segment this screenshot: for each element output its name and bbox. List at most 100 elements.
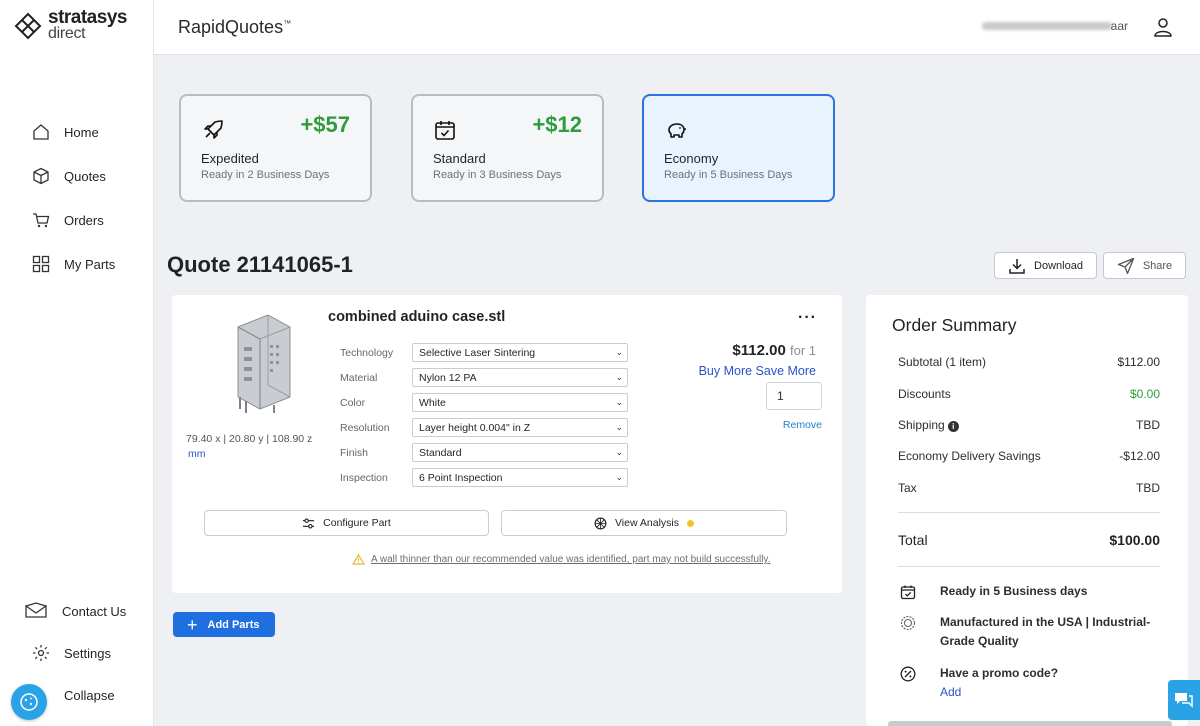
download-icon xyxy=(1009,258,1025,274)
remove-link[interactable]: Remove xyxy=(782,419,822,431)
order-summary: Order Summary Subtotal (1 item) $112.00 D… xyxy=(866,295,1188,726)
price-value: $112.00 xyxy=(732,342,786,359)
discount-icon xyxy=(900,666,916,682)
select-value: Standard xyxy=(419,446,462,459)
warning-icon xyxy=(352,554,365,565)
summary-row-shipping: Shipping i TBD xyxy=(898,418,1160,432)
manufactured-text: Manufactured in the USA | Industrial-Gra… xyxy=(940,615,1151,648)
sidebar-item-quotes[interactable]: Quotes xyxy=(0,154,154,198)
spec-finish: Finish Standard ⌄ xyxy=(340,443,628,462)
sidebar-item-label: Orders xyxy=(64,212,104,228)
select-value: Layer height 0.004" in Z xyxy=(419,421,531,434)
warning-dot xyxy=(687,519,694,527)
summary-divider xyxy=(898,566,1160,567)
select-value: 6 Point Inspection xyxy=(419,471,503,484)
delivery-option-economy[interactable]: Economy Ready in 5 Business Days xyxy=(642,94,835,202)
total-label: Total xyxy=(898,532,928,548)
order-summary-title: Order Summary xyxy=(892,315,1017,335)
sidebar-item-label: My Parts xyxy=(64,256,116,272)
user-name: aar xyxy=(1110,19,1128,33)
sidebar-item-label: Contact Us xyxy=(62,603,127,619)
material-select[interactable]: Nylon 12 PA ⌄ xyxy=(412,368,628,387)
user-icon[interactable] xyxy=(1152,16,1174,38)
spec-label: Technology xyxy=(340,346,394,359)
share-button[interactable]: Share xyxy=(1103,252,1186,279)
part-dimensions-value: 79.40 x | 20.80 y | 108.90 z xyxy=(186,433,313,445)
top-bar: RapidQuotes™ aar xyxy=(154,0,1200,55)
info-icon[interactable]: i xyxy=(947,421,959,432)
home-icon xyxy=(33,124,49,140)
warning-text: A wall thinner than our recommended valu… xyxy=(371,554,771,565)
configure-part-button[interactable]: Configure Part xyxy=(204,510,489,536)
delivery-option-expedited[interactable]: +$57 Expedited Ready in 2 Business Days xyxy=(179,94,372,202)
mail-icon xyxy=(25,602,47,618)
sidebar-nav: Home Quotes Orders My Parts xyxy=(0,110,154,286)
delivery-subtitle: Ready in 5 Business Days xyxy=(664,169,793,181)
shipping-label: Shipping xyxy=(898,418,945,432)
price-for: for 1 xyxy=(789,343,816,358)
promo-code: Have a promo code? Add xyxy=(900,664,1058,702)
resolution-select[interactable]: Layer height 0.004" in Z ⌄ xyxy=(412,418,628,437)
more-options-icon[interactable]: ··· xyxy=(798,309,817,326)
chevron-down-icon: ⌄ xyxy=(615,447,623,457)
app-brand-text: RapidQuotes xyxy=(178,17,284,37)
buy-more-link[interactable]: Buy More Save More xyxy=(698,364,816,378)
app-brand[interactable]: RapidQuotes™ xyxy=(178,17,291,38)
add-parts-label: Add Parts xyxy=(207,618,260,631)
add-parts-button[interactable]: + Add Parts xyxy=(173,612,275,637)
quantity-input[interactable]: 1 xyxy=(766,382,822,410)
sidebar-item-label: Settings xyxy=(64,645,111,661)
rocket-icon xyxy=(204,120,223,139)
checkout-bar[interactable] xyxy=(888,721,1172,726)
download-button[interactable]: Download xyxy=(994,252,1097,279)
summary-value: TBD xyxy=(1136,481,1160,495)
promo-add-link[interactable]: Add xyxy=(940,685,962,699)
delivery-price: +$12 xyxy=(532,112,582,137)
ready-text: Ready in 5 Business days xyxy=(940,584,1088,598)
sidebar-item-orders[interactable]: Orders xyxy=(0,198,154,242)
delivery-subtitle: Ready in 3 Business Days xyxy=(433,169,562,181)
gear-icon xyxy=(33,645,49,661)
ready-info: Ready in 5 Business days xyxy=(900,582,1087,601)
quality-badge-icon xyxy=(900,615,916,631)
select-value: White xyxy=(419,396,446,409)
chevron-down-icon: ⌄ xyxy=(615,372,623,382)
share-label: Share xyxy=(1142,259,1173,272)
cookie-settings-button[interactable] xyxy=(11,684,47,720)
part-name: combined aduino case.stl xyxy=(328,309,506,325)
part-card: 79.40 x | 20.80 y | 108.90 z mm combined… xyxy=(172,295,842,593)
spec-label: Finish xyxy=(340,446,369,459)
sidebar-item-contact-us[interactable]: Contact Us xyxy=(0,590,154,632)
analysis-icon xyxy=(594,517,607,529)
view-analysis-button[interactable]: View Analysis xyxy=(501,510,787,536)
configure-part-label: Configure Part xyxy=(323,517,391,529)
calendar-check-icon xyxy=(900,585,916,600)
color-select[interactable]: White ⌄ xyxy=(412,393,628,412)
sidebar-item-label: Collapse xyxy=(64,687,115,703)
manufactured-info: Manufactured in the USA | Industrial-Gra… xyxy=(900,613,1160,651)
summary-row-discounts: Discounts $0.00 xyxy=(898,387,1160,401)
part-dimensions-unit[interactable]: mm xyxy=(188,448,206,460)
cookie-icon xyxy=(20,693,38,711)
part-thumbnail[interactable] xyxy=(224,305,304,415)
delivery-price: +$57 xyxy=(300,112,350,137)
box-icon xyxy=(33,167,49,185)
chat-button[interactable] xyxy=(1168,680,1200,720)
sidebar-item-settings[interactable]: Settings xyxy=(0,632,154,674)
sidebar-item-collapse[interactable]: Collapse xyxy=(0,674,154,716)
stratasys-logo[interactable]: stratasys direct xyxy=(14,8,127,42)
plus-icon: + xyxy=(187,614,198,635)
spec-resolution: Resolution Layer height 0.004" in Z ⌄ xyxy=(340,418,628,437)
send-icon xyxy=(1117,257,1134,274)
summary-total: Total $100.00 xyxy=(898,532,1160,548)
technology-select[interactable]: Selective Laser Sintering ⌄ xyxy=(412,343,628,362)
inspection-select[interactable]: 6 Point Inspection ⌄ xyxy=(412,468,628,487)
delivery-option-standard[interactable]: +$12 Standard Ready in 3 Business Days xyxy=(411,94,604,202)
finish-select[interactable]: Standard ⌄ xyxy=(412,443,628,462)
chevron-down-icon: ⌄ xyxy=(615,472,623,482)
sidebar-item-home[interactable]: Home xyxy=(0,110,154,154)
wall-thickness-warning[interactable]: A wall thinner than our recommended valu… xyxy=(352,554,770,565)
sidebar-item-my-parts[interactable]: My Parts xyxy=(0,242,154,286)
view-analysis-label: View Analysis xyxy=(614,517,679,529)
promo-text: Have a promo code? xyxy=(940,666,1059,680)
